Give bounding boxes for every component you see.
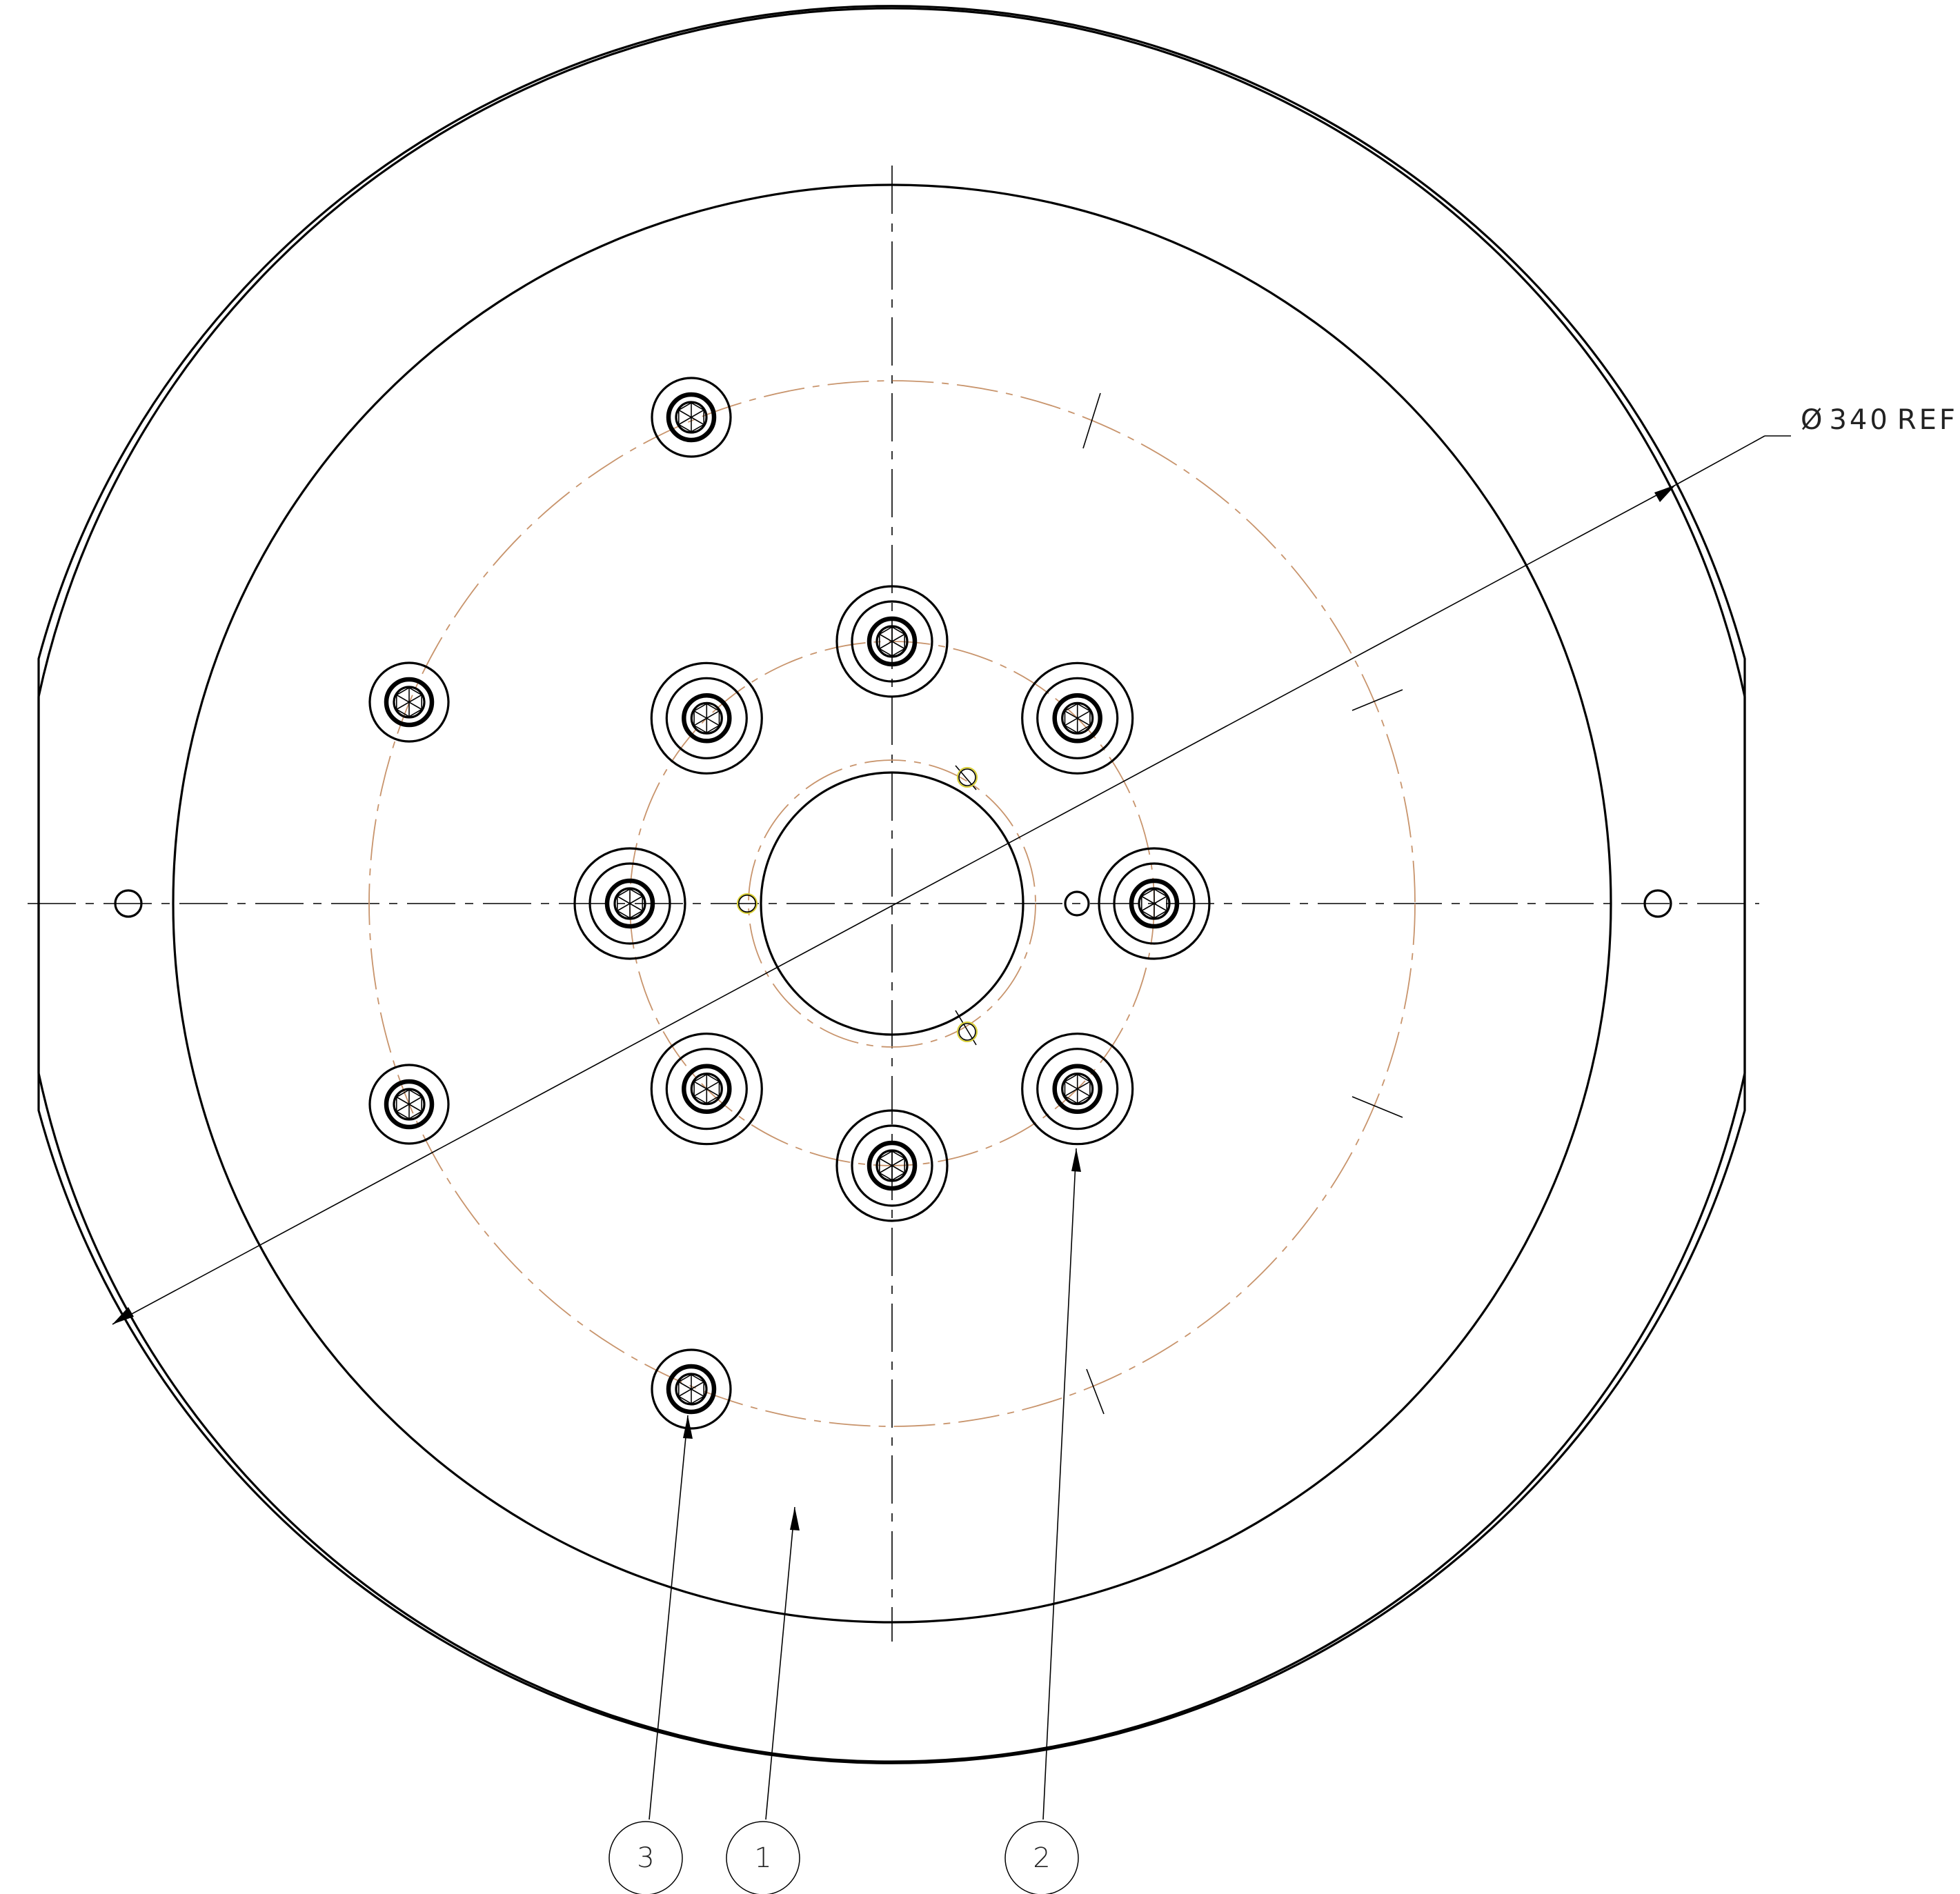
outer-bolt-4	[651, 1348, 732, 1430]
outer-pitch-circle	[368, 380, 1416, 1427]
balloon-2: 2	[1004, 1821, 1079, 1894]
diameter-symbol: Ø	[1801, 404, 1825, 436]
balloon-3: 3	[608, 1821, 683, 1894]
highlighted-holes	[737, 767, 978, 1042]
central-bore	[760, 771, 1024, 1036]
inner-pitch-circle	[748, 759, 1036, 1048]
inner-bolt-8	[650, 661, 763, 775]
balloon-1: 1	[726, 1821, 800, 1894]
outer-bolt-1	[651, 377, 732, 458]
diameter-label: Ø 340 REF	[1801, 404, 1958, 436]
outer-bolt-3	[368, 1064, 450, 1145]
inner-bolt-4	[1021, 1033, 1134, 1146]
inner-bolt-1	[835, 585, 949, 698]
diameter-value: 340	[1829, 404, 1890, 436]
balloon-3-label: 3	[637, 1842, 654, 1874]
dowel-hole-right	[1643, 889, 1672, 918]
leader-lines	[649, 1148, 1081, 1820]
balloon-1-label: 1	[754, 1842, 771, 1874]
outer-rim-outer	[37, 5, 1746, 1764]
dowel-hole-inner-right	[1064, 890, 1090, 917]
bolt-group	[368, 377, 1211, 1430]
diameter-suffix: REF	[1897, 404, 1958, 436]
outer-bolt-2	[368, 661, 450, 743]
balloon-2-label: 2	[1033, 1842, 1050, 1874]
inner-bolt-6	[650, 1033, 763, 1146]
inner-bolt-7	[573, 847, 686, 960]
inner-bolt-2	[1021, 661, 1134, 775]
outer-rim-inner	[37, 7, 1746, 1763]
diameter-dimension	[112, 435, 1791, 1325]
inner-bolt-3	[1098, 847, 1211, 960]
dowel-hole-left	[114, 889, 143, 918]
inner-bolt-5	[835, 1109, 949, 1222]
